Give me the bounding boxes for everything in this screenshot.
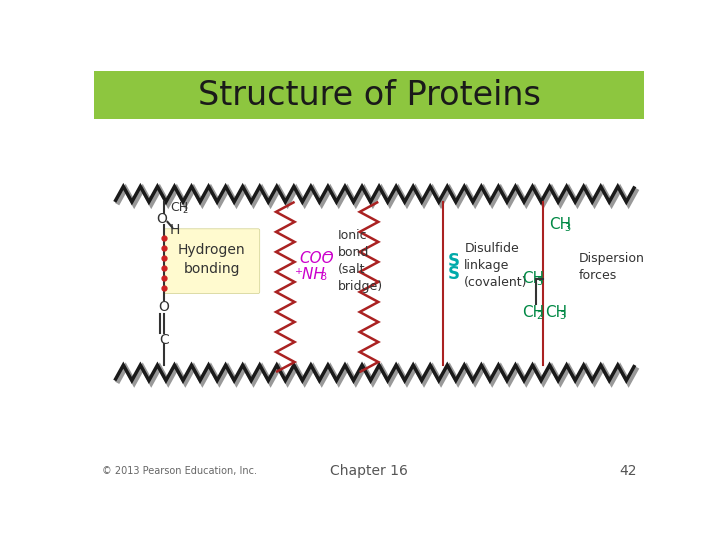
Text: O: O (157, 212, 168, 226)
Text: © 2013 Pearson Education, Inc.: © 2013 Pearson Education, Inc. (102, 467, 256, 476)
Text: 3: 3 (536, 277, 543, 287)
Text: 42: 42 (619, 464, 636, 478)
Text: Disulfide
linkage
(covalent): Disulfide linkage (covalent) (464, 242, 528, 289)
Text: Structure of Proteins: Structure of Proteins (197, 79, 541, 112)
Text: Ionic
bond
(salt
bridge): Ionic bond (salt bridge) (338, 229, 383, 293)
Text: Dispersion
forces: Dispersion forces (578, 252, 644, 281)
Text: CH: CH (549, 218, 572, 232)
Text: 3: 3 (320, 272, 326, 282)
Text: O: O (158, 300, 169, 314)
Bar (94, 71, 644, 119)
FancyBboxPatch shape (163, 229, 260, 294)
Text: Hydrogen
bonding: Hydrogen bonding (178, 243, 246, 276)
Text: ⁺NH: ⁺NH (295, 267, 326, 282)
Text: S: S (447, 265, 459, 284)
Text: H: H (169, 224, 180, 238)
Text: CH: CH (522, 305, 544, 320)
Text: CH: CH (545, 305, 567, 320)
Text: 2: 2 (182, 206, 187, 215)
Text: Chapter 16: Chapter 16 (330, 464, 408, 478)
Text: CH: CH (522, 272, 544, 286)
Text: 3: 3 (564, 223, 570, 233)
Text: 3: 3 (559, 311, 566, 321)
Text: 2: 2 (536, 311, 543, 321)
Text: −: − (323, 249, 333, 262)
Text: CH: CH (170, 201, 188, 214)
Text: S: S (447, 252, 459, 270)
Text: C: C (158, 333, 168, 347)
Text: COO: COO (300, 251, 334, 266)
